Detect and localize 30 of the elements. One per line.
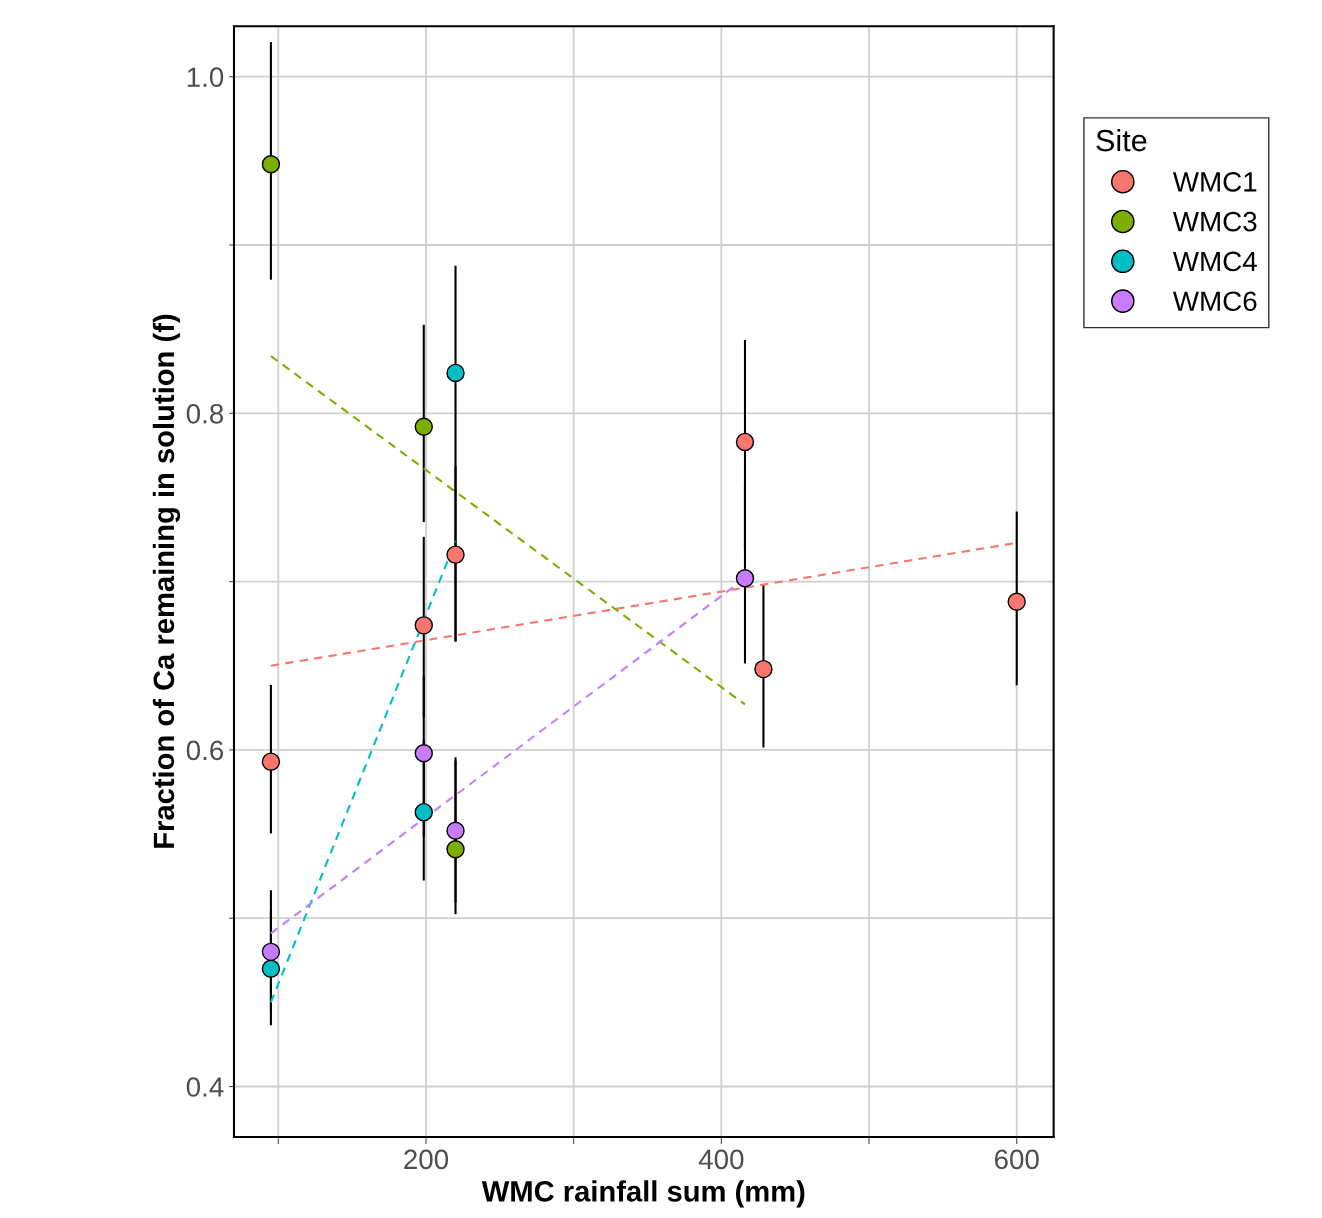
point: [261, 959, 281, 978]
x-tick-label: 600: [994, 1149, 1039, 1170]
legend-label: WMC1: [1172, 172, 1257, 192]
legend-label: WMC3: [1172, 211, 1257, 232]
y-tick-label: 0.4: [186, 1077, 224, 1097]
y-axis-title: Fraction of Ca remaining in solution (f): [152, 314, 181, 848]
point: [446, 363, 465, 383]
x-tick-label: 200: [404, 1149, 449, 1170]
point: [754, 659, 773, 679]
point: [446, 839, 465, 859]
point: [414, 802, 433, 822]
point: [414, 417, 433, 436]
point: [414, 616, 433, 635]
y-tick-label: 1.0: [187, 67, 224, 88]
legend-title: Site: [1096, 128, 1147, 152]
legend-label: WMC6: [1172, 291, 1257, 312]
point: [261, 942, 281, 962]
x-axis-title: WMC rainfall sum (mm): [481, 1180, 805, 1208]
point: [735, 569, 755, 588]
point: [261, 154, 281, 174]
point: [446, 545, 465, 564]
point: [446, 821, 465, 840]
y-tick-label: 0.8: [186, 403, 224, 424]
point: [1007, 592, 1026, 611]
y-tick-label: 0.6: [186, 740, 224, 761]
legend-label: WMC4: [1172, 251, 1257, 272]
point: [261, 752, 281, 771]
point: [414, 744, 433, 763]
point: [735, 432, 755, 452]
x-tick-label: 400: [698, 1149, 744, 1170]
